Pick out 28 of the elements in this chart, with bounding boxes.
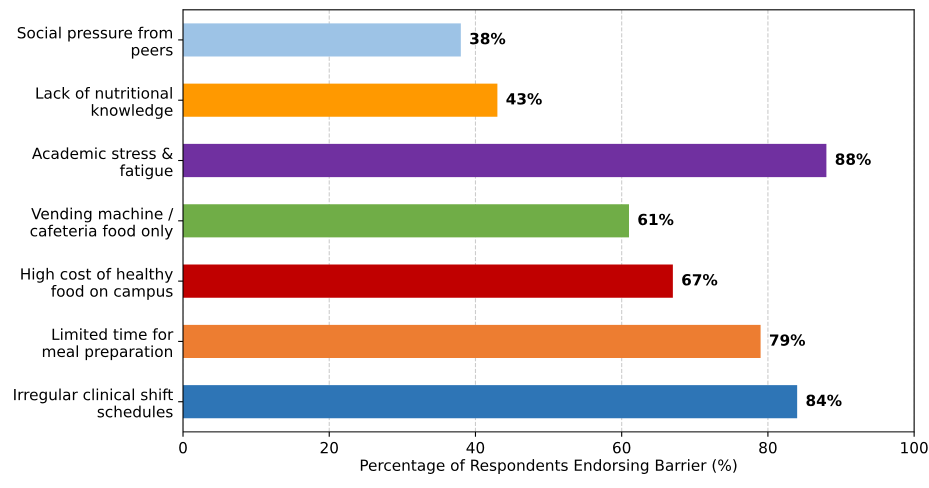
y-tick-label: Social pressure from peers [18, 26, 173, 59]
bar [183, 204, 629, 238]
x-tick-label: 40 [466, 442, 484, 454]
data-label: 79% [770, 334, 806, 346]
x-tick-label: 20 [320, 442, 338, 454]
x-tick-label: 60 [613, 442, 630, 454]
y-tick-label: Lack of nutritional knowledge [36, 87, 172, 119]
y-tick-label: Vending machine / cafeteria food only [30, 208, 174, 240]
bar [183, 144, 826, 178]
y-tick-label: Irregular clinical shift schedules [14, 388, 173, 418]
data-label: 67% [682, 274, 718, 286]
bar [183, 264, 673, 298]
data-label: 61% [638, 214, 674, 226]
x-tick-label: 80 [759, 442, 777, 454]
y-tick-label: Limited time for meal preparation [42, 328, 174, 360]
bar [183, 23, 461, 56]
y-tick-label: Academic stress & fatigue [32, 147, 173, 180]
data-label: 38% [470, 32, 506, 44]
bar [183, 84, 498, 117]
x-tick-label: 100 [901, 442, 928, 454]
data-label: 88% [836, 153, 871, 165]
data-label: 43% [506, 93, 542, 105]
x-tick-label: 0 [179, 442, 187, 454]
bar [183, 385, 798, 418]
data-label: 84% [806, 394, 842, 406]
bar [183, 324, 761, 358]
y-tick-label: High cost of healthy food on campus [21, 268, 173, 300]
x-axis-title: Percentage of Respondents Endorsing Barrier (%) [360, 459, 736, 474]
